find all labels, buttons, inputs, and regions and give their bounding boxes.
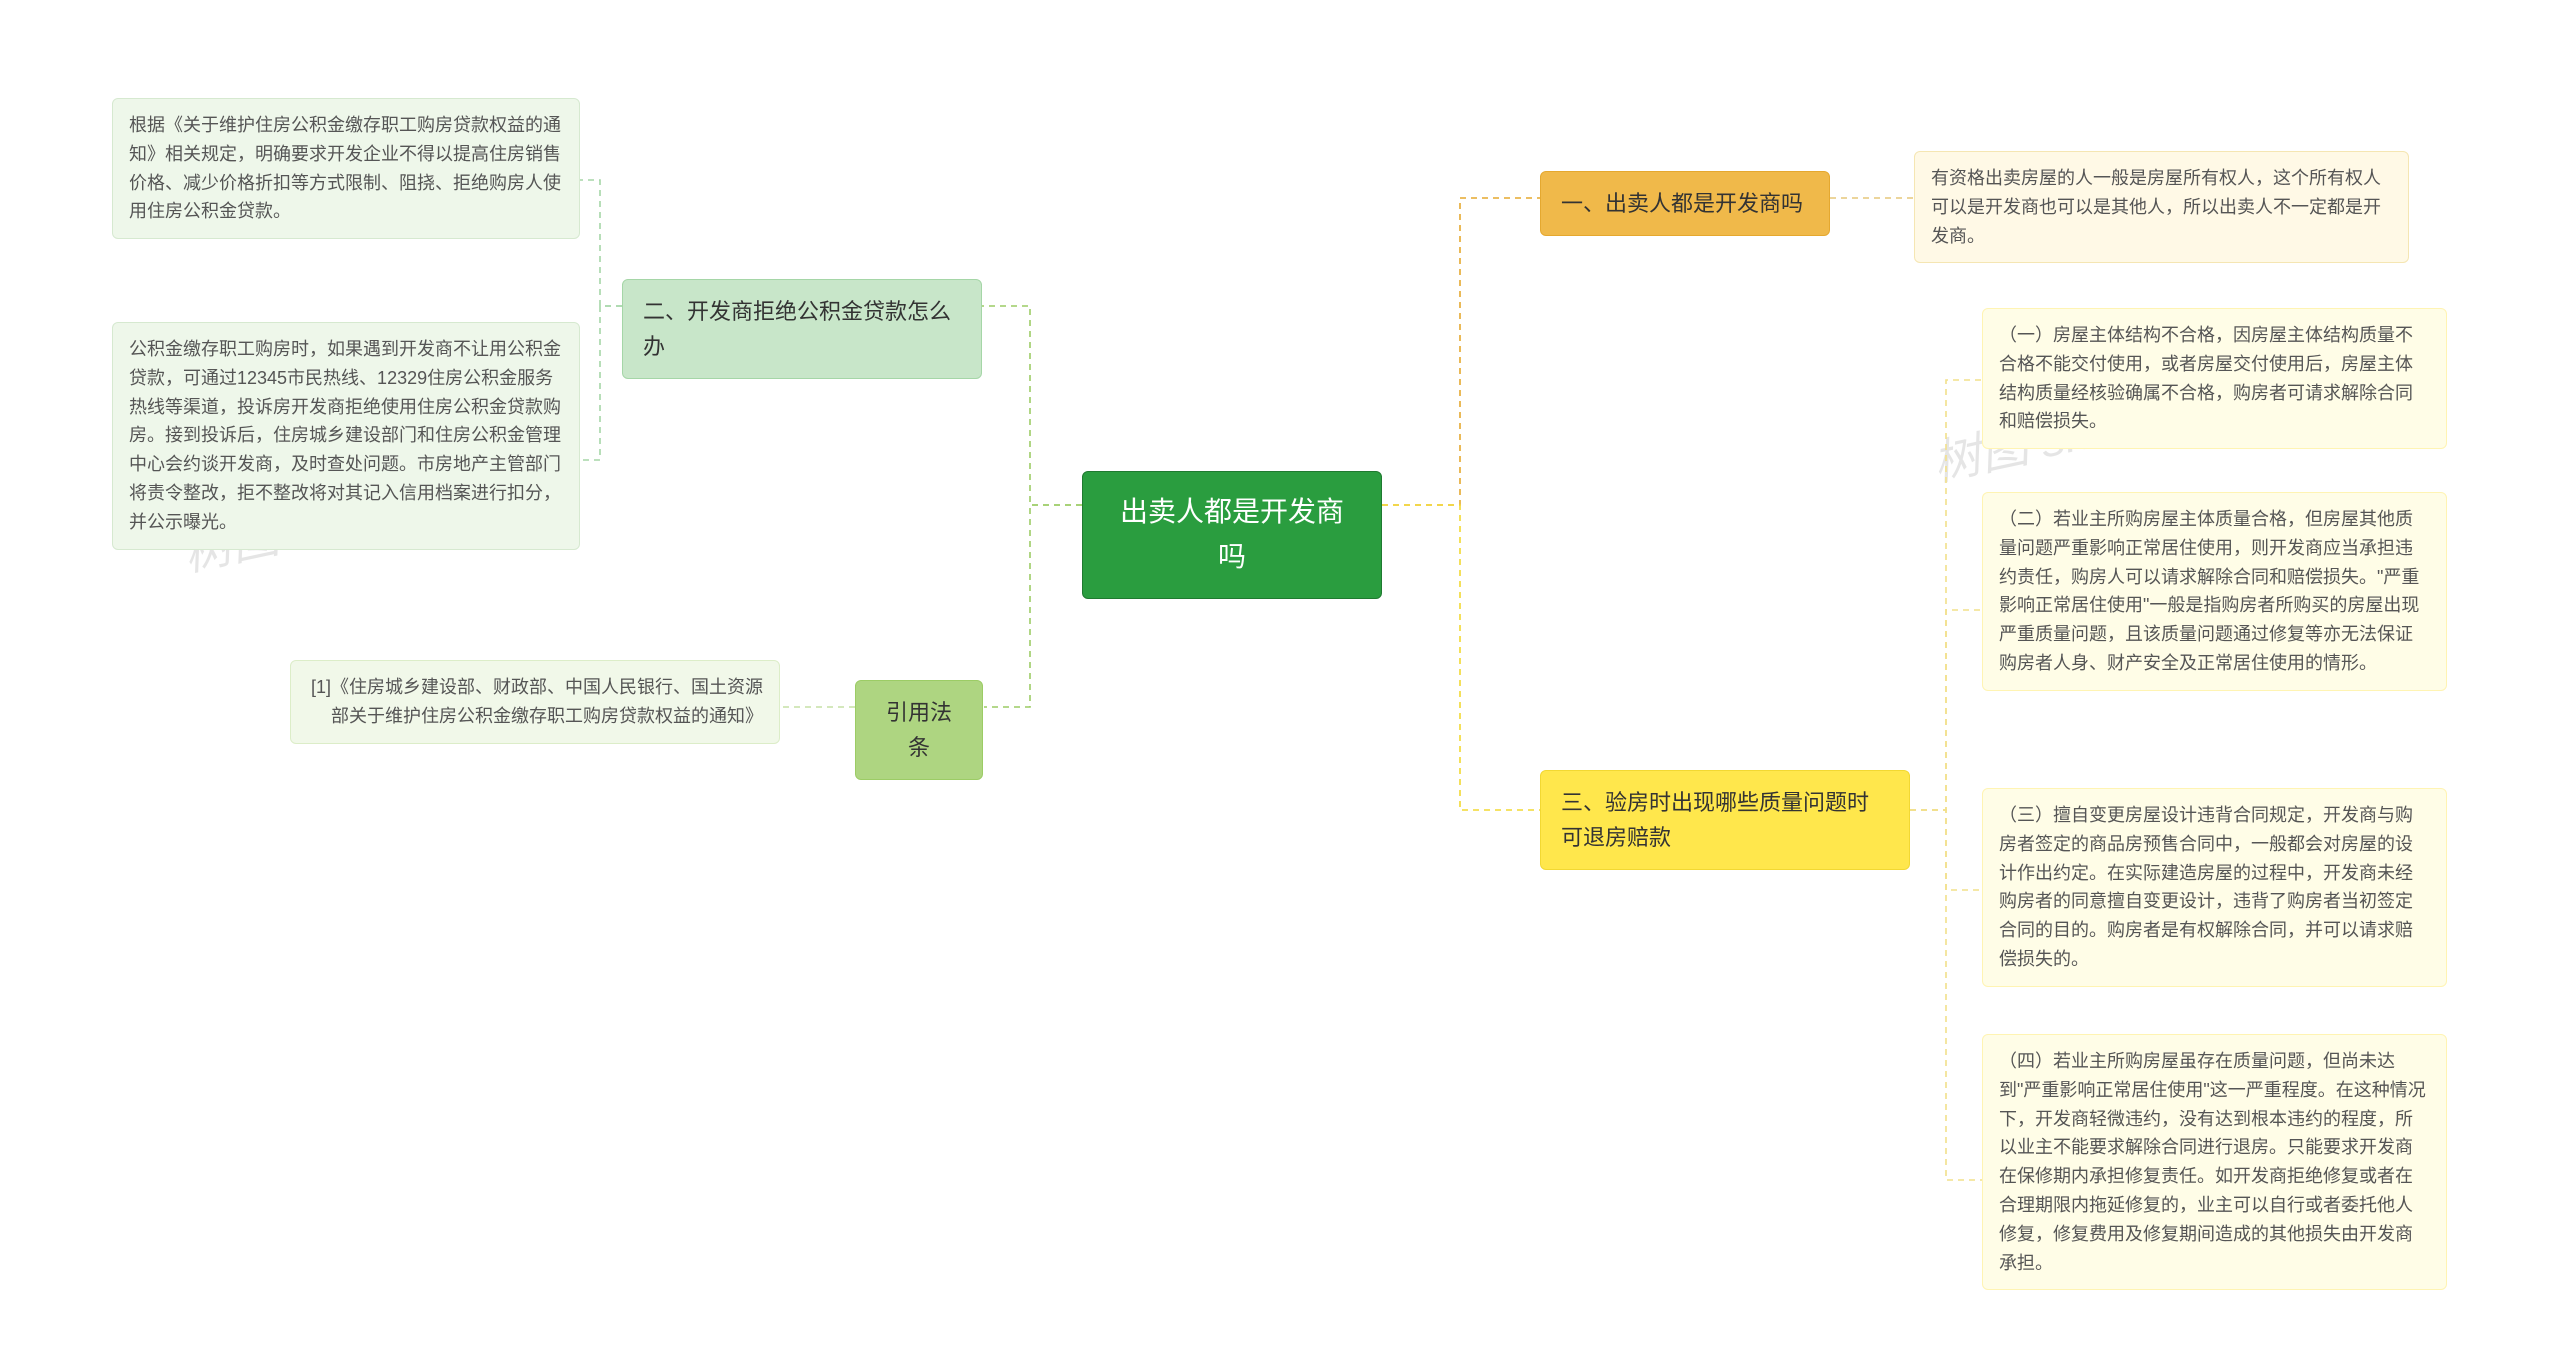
leaf-r1a: 有资格出卖房屋的人一般是房屋所有权人，这个所有权人可以是开发商也可以是其他人，所…	[1914, 151, 2409, 263]
branch-l1: 二、开发商拒绝公积金贷款怎么办	[622, 279, 982, 379]
leaf-r2b: （二）若业主所购房屋主体质量合格，但房屋其他质量问题严重影响正常居住使用，则开发…	[1982, 492, 2447, 691]
leaf-r2a: （一）房屋主体结构不合格，因房屋主体结构质量不合格不能交付使用，或者房屋交付使用…	[1982, 308, 2447, 449]
branch-r1: 一、出卖人都是开发商吗	[1540, 171, 1830, 236]
leaf-l1a: 根据《关于维护住房公积金缴存职工购房贷款权益的通知》相关规定，明确要求开发企业不…	[112, 98, 580, 239]
leaf-r2d: （四）若业主所购房屋虽存在质量问题，但尚未达到"严重影响正常居住使用"这一严重程…	[1982, 1034, 2447, 1290]
leaf-r2c: （三）擅自变更房屋设计违背合同规定，开发商与购房者签定的商品房预售合同中，一般都…	[1982, 788, 2447, 987]
mindmap-root: 出卖人都是开发商吗	[1082, 471, 1382, 599]
leaf-l2a: [1]《住房城乡建设部、财政部、中国人民银行、国土资源部关于维护住房公积金缴存职…	[290, 660, 780, 744]
branch-r2: 三、验房时出现哪些质量问题时可退房赔款	[1540, 770, 1910, 870]
branch-l2: 引用法条	[855, 680, 983, 780]
leaf-l1b: 公积金缴存职工购房时，如果遇到开发商不让用公积金贷款，可通过12345市民热线、…	[112, 322, 580, 550]
